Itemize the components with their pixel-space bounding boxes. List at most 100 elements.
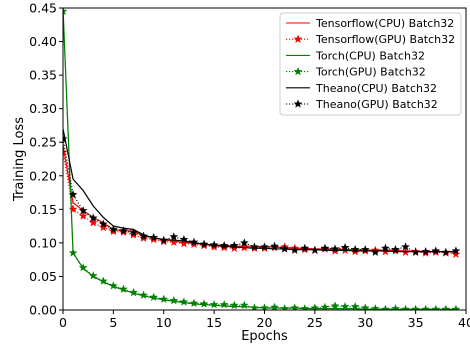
legend-label: Torch(CPU) Batch32 bbox=[315, 49, 425, 62]
data-point bbox=[340, 242, 350, 252]
legend-item: Theano(CPU) Batch32 bbox=[286, 82, 437, 95]
legend-marker bbox=[293, 66, 303, 76]
data-point bbox=[119, 284, 128, 293]
data-point bbox=[340, 302, 350, 310]
data-point bbox=[139, 290, 148, 299]
data-point bbox=[108, 281, 118, 290]
axes: 0 5 10 15 20 25 30 35 40 0.00 0.05 0.10 0.15 0.20 0.25… bbox=[29, 1, 470, 331]
data-point bbox=[119, 226, 128, 235]
data-point bbox=[179, 297, 189, 306]
data-point bbox=[219, 240, 229, 250]
legend-marker bbox=[293, 99, 303, 108]
data-point bbox=[280, 244, 290, 253]
data-point bbox=[381, 304, 390, 310]
data-point bbox=[229, 300, 239, 310]
data-point bbox=[78, 263, 88, 272]
data-point bbox=[310, 245, 320, 255]
x-tick-label: 10 bbox=[156, 315, 172, 330]
data-point bbox=[98, 219, 108, 228]
data-point bbox=[270, 241, 279, 250]
legend-label: Torch(GPU) Batch32 bbox=[315, 66, 426, 79]
y-tick-label: 0.15 bbox=[29, 202, 57, 217]
data-point bbox=[219, 300, 229, 309]
data-point bbox=[209, 300, 219, 309]
data-point bbox=[270, 302, 279, 310]
data-point bbox=[239, 300, 249, 310]
data-point bbox=[250, 242, 259, 251]
y-tick-label: 0.30 bbox=[29, 101, 57, 116]
data-point bbox=[260, 242, 269, 251]
data-point bbox=[189, 298, 199, 308]
data-point bbox=[441, 304, 451, 310]
series-line bbox=[63, 128, 456, 253]
data-point bbox=[431, 246, 441, 255]
data-point bbox=[431, 304, 441, 310]
data-point bbox=[421, 246, 431, 256]
data-point bbox=[129, 287, 138, 297]
legend-item: Torch(GPU) Batch32 bbox=[286, 66, 426, 79]
x-tick-label: 5 bbox=[109, 315, 117, 330]
data-point bbox=[330, 301, 340, 310]
data-point bbox=[88, 271, 98, 280]
data-point bbox=[199, 299, 209, 308]
y-tick-label: 0.05 bbox=[29, 269, 57, 284]
legend: Tensorflow(CPU) Batch32 Tensorflow(GPU) B… bbox=[279, 12, 462, 116]
y-tick-label: 0.10 bbox=[29, 235, 57, 250]
data-point bbox=[139, 231, 148, 240]
data-point bbox=[290, 245, 300, 255]
series-3 bbox=[63, 8, 461, 310]
x-tick-label: 20 bbox=[257, 315, 273, 330]
data-point bbox=[451, 246, 461, 255]
legend-item: Theano(GPU) Batch32 bbox=[286, 98, 438, 111]
data-point bbox=[78, 206, 88, 215]
data-point bbox=[199, 239, 209, 248]
data-point bbox=[320, 243, 330, 253]
y-tick-label: 0.40 bbox=[29, 34, 57, 49]
data-point bbox=[68, 204, 78, 214]
x-tick-label: 40 bbox=[458, 315, 470, 330]
series-line bbox=[63, 8, 456, 310]
data-point bbox=[239, 238, 249, 247]
y-tick-label: 0.20 bbox=[29, 168, 57, 183]
data-point bbox=[360, 244, 370, 254]
data-point bbox=[451, 304, 461, 310]
data-point bbox=[63, 134, 68, 143]
data-point bbox=[280, 304, 290, 310]
data-point bbox=[391, 244, 400, 254]
data-point bbox=[98, 276, 108, 285]
data-point bbox=[391, 304, 400, 310]
data-point bbox=[68, 248, 78, 257]
y-tick-label: 0.00 bbox=[29, 303, 57, 318]
series-1 bbox=[63, 147, 461, 259]
legend-item: Tensorflow(CPU) Batch32 bbox=[286, 17, 454, 30]
data-point bbox=[300, 243, 310, 253]
y-axis-title: Training Loss bbox=[12, 117, 27, 202]
data-point bbox=[421, 304, 431, 310]
x-tick-label: 35 bbox=[408, 315, 424, 330]
data-point bbox=[179, 234, 189, 244]
data-point bbox=[169, 237, 179, 246]
series-line bbox=[63, 145, 456, 253]
legend-label: Tensorflow(GPU) Batch32 bbox=[315, 33, 455, 46]
data-point bbox=[330, 244, 340, 253]
data-point bbox=[78, 211, 88, 220]
data-point bbox=[88, 218, 98, 227]
legend-item: Torch(CPU) Batch32 bbox=[286, 49, 425, 62]
data-point bbox=[320, 302, 330, 310]
series-0 bbox=[63, 145, 456, 253]
data-point bbox=[300, 304, 310, 310]
data-point bbox=[189, 237, 199, 246]
data-point bbox=[401, 304, 410, 310]
legend-label: Theano(GPU) Batch32 bbox=[315, 98, 438, 111]
data-point bbox=[370, 247, 380, 257]
x-tick-label: 0 bbox=[59, 315, 67, 330]
data-point bbox=[209, 240, 219, 249]
data-point bbox=[63, 8, 68, 16]
data-point bbox=[229, 240, 239, 250]
data-point bbox=[169, 295, 179, 305]
data-point bbox=[411, 304, 421, 310]
y-tick-label: 0.45 bbox=[29, 1, 57, 16]
x-tick-label: 25 bbox=[307, 315, 323, 330]
data-point bbox=[149, 232, 159, 242]
